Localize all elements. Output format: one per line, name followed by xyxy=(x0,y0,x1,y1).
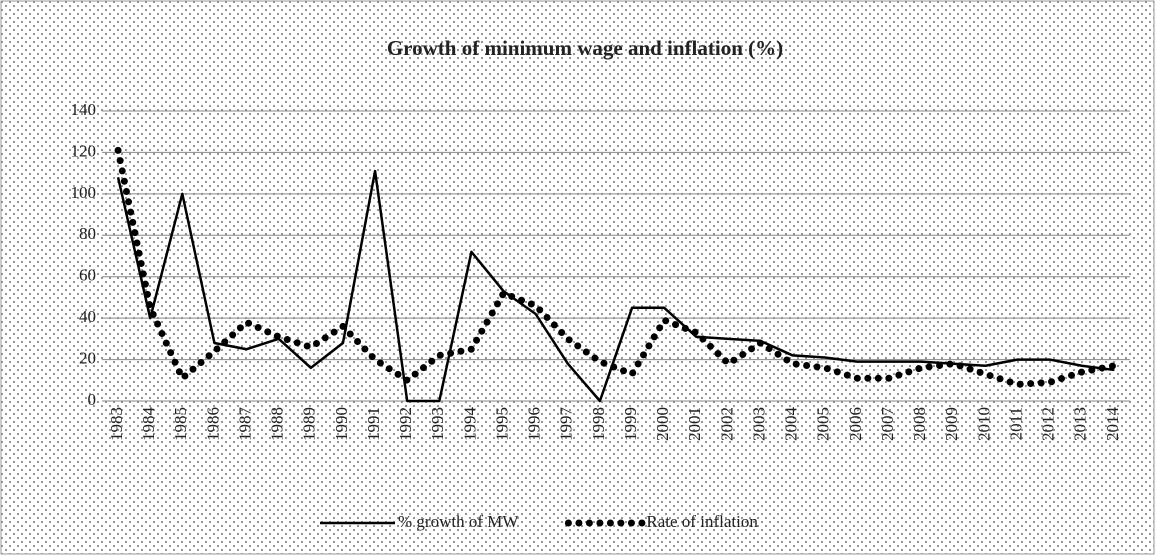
x-tick-label: 1997 xyxy=(557,407,576,442)
x-tick-label: 2006 xyxy=(846,407,865,441)
x-tick-label: 2002 xyxy=(717,407,736,441)
chart-title: Growth of minimum wage and inflation (%) xyxy=(387,36,783,60)
x-tick-label: 1990 xyxy=(332,407,351,441)
x-tick-label: 2007 xyxy=(878,407,897,442)
legend-label: Rate of inflation xyxy=(646,512,758,531)
x-tick-label: 1995 xyxy=(492,407,511,441)
x-tick-label: 2013 xyxy=(1071,407,1090,441)
x-tick-label: 1985 xyxy=(171,407,190,441)
y-tick-label: 40 xyxy=(79,307,96,326)
x-tick-label: 2004 xyxy=(782,407,801,442)
y-tick-label: 120 xyxy=(71,141,97,160)
x-tick-label: 2008 xyxy=(910,407,929,441)
y-tick-label: 100 xyxy=(71,183,97,202)
y-tick-label: 0 xyxy=(88,390,97,409)
x-tick-label: 1991 xyxy=(364,407,383,441)
x-tick-label: 1986 xyxy=(203,407,222,441)
x-tick-label: 1988 xyxy=(268,407,287,441)
x-tick-label: 1983 xyxy=(107,407,126,441)
x-tick-label: 2005 xyxy=(814,407,833,441)
x-tick-label: 1999 xyxy=(621,407,640,441)
x-tick-label: 1993 xyxy=(428,407,447,441)
x-tick-label: 2009 xyxy=(942,407,961,441)
x-tick-label: 1987 xyxy=(235,407,254,442)
x-tick-label: 1992 xyxy=(396,407,415,441)
x-tick-label: 2014 xyxy=(1103,407,1122,442)
x-tick-label: 1998 xyxy=(589,407,608,441)
x-tick-label: 1996 xyxy=(525,407,544,441)
x-tick-label: 1994 xyxy=(460,407,479,442)
x-tick-label: 2000 xyxy=(653,407,672,441)
legend-label: % growth of MW xyxy=(398,512,519,531)
x-tick-label: 1984 xyxy=(139,407,158,442)
x-tick-label: 2001 xyxy=(685,407,704,441)
y-tick-label: 60 xyxy=(79,266,96,285)
y-tick-label: 20 xyxy=(79,348,96,367)
x-tick-label: 2011 xyxy=(1006,407,1025,440)
x-tick-label: 1989 xyxy=(300,407,319,441)
x-tick-label: 2010 xyxy=(974,407,993,441)
x-tick-label: 2003 xyxy=(749,407,768,441)
y-tick-label: 140 xyxy=(71,100,97,119)
y-tick-label: 80 xyxy=(79,224,96,243)
inflation-line xyxy=(114,146,1118,388)
x-tick-label: 2012 xyxy=(1039,407,1058,441)
